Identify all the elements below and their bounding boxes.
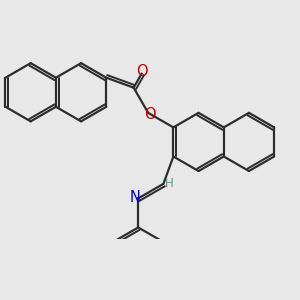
Text: O: O [136,64,148,79]
Text: N: N [130,190,141,205]
Text: H: H [165,177,174,190]
Text: O: O [144,107,155,122]
